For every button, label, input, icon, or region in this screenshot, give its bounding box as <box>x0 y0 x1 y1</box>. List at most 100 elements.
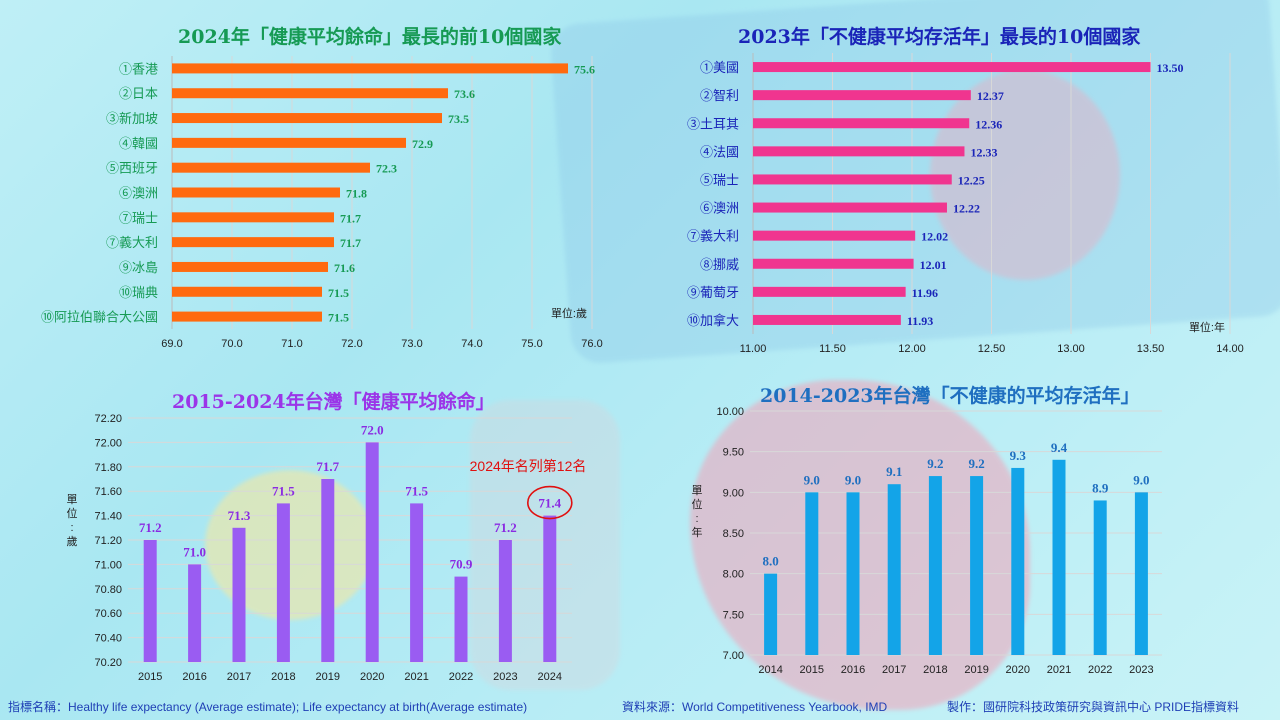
top-right-data-label: 12.02 <box>921 230 948 244</box>
bottom-right-x-tick-label: 2022 <box>1088 664 1112 676</box>
bottom-left-x-tick-label: 2015 <box>138 671 162 683</box>
bottom-right-x-tick-label: 2016 <box>841 664 865 676</box>
chart-title-top-left: 2024年「健康平均餘命」最長的前10個國家 <box>178 26 562 48</box>
top-left-data-label: 71.6 <box>334 261 355 275</box>
top-right-data-label: 12.25 <box>958 173 985 187</box>
top-right-category-label: ⑦義大利 <box>687 229 739 244</box>
bottom-left-bar <box>276 503 290 662</box>
top-left-data-label: 73.6 <box>454 87 475 101</box>
bottom-right-bar <box>928 476 942 655</box>
bottom-left-y-tick-label: 70.60 <box>94 608 122 620</box>
bottom-left-bar <box>543 515 557 662</box>
top-left-category-label: ③新加坡 <box>106 111 158 126</box>
top-left-x-tick-label: 71.0 <box>281 338 302 350</box>
bottom-left-bar <box>143 540 157 662</box>
top-left-x-tick-label: 76.0 <box>581 338 602 350</box>
top-left-bar <box>172 113 442 124</box>
bottom-right-x-tick-label: 2021 <box>1047 664 1071 676</box>
bottom-right-y-tick-label: 9.00 <box>723 487 744 499</box>
top-right-data-label: 12.33 <box>970 145 997 159</box>
top-right-category-label: ⑥澳洲 <box>700 201 739 216</box>
top-right-x-tick-label: 13.50 <box>1137 343 1165 355</box>
top-right-unit-label: 單位:年 <box>1189 320 1225 334</box>
top-left-bar <box>172 88 448 99</box>
bottom-right-unit-label-char: 單 <box>692 484 703 497</box>
bottom-right-bar <box>1134 492 1148 655</box>
bottom-left-data-label: 71.5 <box>405 483 428 498</box>
top-right-category-label: ⑨葡萄牙 <box>687 285 739 300</box>
bottom-right-data-label: 9.0 <box>804 472 820 487</box>
top-right-x-tick-label: 14.00 <box>1216 343 1244 355</box>
bottom-left-bar <box>498 540 512 662</box>
top-left-category-label: ④韓國 <box>119 136 158 151</box>
bottom-left-y-tick-label: 70.80 <box>94 584 122 596</box>
bottom-right-data-label: 9.2 <box>968 456 984 471</box>
chart-title-bottom-left: 2015-2024年台灣「健康平均餘命」 <box>172 391 495 413</box>
background-dumbbell <box>930 70 1120 280</box>
bottom-left-unit-label-char: 歲 <box>67 534 78 548</box>
bottom-right-data-label: 9.4 <box>1051 440 1068 455</box>
top-right-bar <box>753 258 914 269</box>
top-left-x-tick-label: 69.0 <box>161 338 182 350</box>
bottom-right-y-tick-label: 7.50 <box>723 609 744 621</box>
top-left-category-label: ⑤西班牙 <box>106 161 158 176</box>
bottom-left-y-tick-label: 72.20 <box>94 413 122 425</box>
bottom-left-x-tick-label: 2022 <box>449 671 473 683</box>
top-left-bar <box>172 137 406 148</box>
bottom-right-unit-label-char: 年 <box>692 525 703 539</box>
bottom-right-x-tick-label: 2017 <box>882 664 906 676</box>
chart-title-bottom-right: 2014-2023年台灣「不健康的平均存活年」 <box>760 385 1140 407</box>
top-left-category-label: ⑩阿拉伯聯合大公國 <box>41 310 158 325</box>
bottom-left-data-label: 71.0 <box>183 544 206 559</box>
bottom-left-y-tick-label: 70.40 <box>94 633 122 645</box>
bottom-left-data-label: 71.2 <box>139 520 162 535</box>
top-left-data-label: 71.7 <box>340 236 361 250</box>
footer: 指標名稱：Healthy life expectancy (Average es… <box>0 690 1280 720</box>
top-left-data-label: 73.5 <box>448 112 469 126</box>
top-right-x-tick-label: 11.50 <box>819 343 846 355</box>
top-left-data-label: 75.6 <box>574 62 595 76</box>
bottom-left-unit-label-char: 位 <box>67 506 78 520</box>
bottom-left-bar <box>188 564 202 662</box>
bottom-right-bar <box>805 492 819 655</box>
top-left-category-label: ⑥澳洲 <box>119 186 158 201</box>
top-right-data-label: 11.93 <box>907 314 933 328</box>
top-left-data-label: 71.8 <box>346 187 367 201</box>
top-left-bar <box>172 162 370 173</box>
top-right-data-label: 12.37 <box>977 89 1004 103</box>
top-right-category-label: ②智利 <box>700 88 739 103</box>
bottom-left-y-tick-label: 72.00 <box>94 437 122 449</box>
top-left-category-label: ⑦瑞士 <box>119 210 158 225</box>
bottom-left-data-label: 71.4 <box>538 496 561 511</box>
top-right-bar <box>753 174 952 185</box>
top-left-data-label: 72.9 <box>412 137 433 151</box>
top-right-bar <box>753 62 1151 73</box>
bottom-right-x-tick-label: 2014 <box>758 664 782 676</box>
top-right-x-tick-label: 12.00 <box>898 343 926 355</box>
bottom-right-y-tick-label: 10.00 <box>716 406 744 418</box>
bottom-left-x-tick-label: 2019 <box>316 671 340 683</box>
bottom-left-x-tick-label: 2018 <box>271 671 295 683</box>
top-right-x-tick-label: 12.50 <box>978 343 1006 355</box>
footer-indicator: 指標名稱：Healthy life expectancy (Average es… <box>8 700 528 714</box>
bottom-right-x-tick-label: 2020 <box>1006 664 1030 676</box>
top-right-category-label: ④法國 <box>700 144 739 159</box>
bottom-left-y-tick-label: 71.20 <box>94 535 122 547</box>
bottom-left-x-tick-label: 2023 <box>493 671 517 683</box>
top-left-x-tick-label: 74.0 <box>461 338 482 350</box>
chart-title-top-right: 2023年「不健康平均存活年」最長的10個國家 <box>738 26 1141 48</box>
top-left-bar <box>172 237 334 248</box>
bottom-right-x-tick-label: 2019 <box>964 664 988 676</box>
bottom-left-data-label: 71.2 <box>494 520 517 535</box>
bottom-right-bar <box>887 484 901 655</box>
bottom-left-y-tick-label: 71.80 <box>94 462 122 474</box>
top-right-x-tick-label: 13.00 <box>1057 343 1085 355</box>
bottom-left-bar <box>410 503 424 662</box>
top-right-category-label: ①美國 <box>700 60 739 75</box>
top-right-data-label: 12.22 <box>953 202 980 216</box>
bottom-left-bar <box>321 479 335 662</box>
top-right-x-tick-label: 11.00 <box>740 343 767 355</box>
bottom-left-x-tick-label: 2016 <box>182 671 206 683</box>
bottom-left-unit-label-char: 單 <box>67 493 78 506</box>
top-left-data-label: 71.7 <box>340 211 361 225</box>
